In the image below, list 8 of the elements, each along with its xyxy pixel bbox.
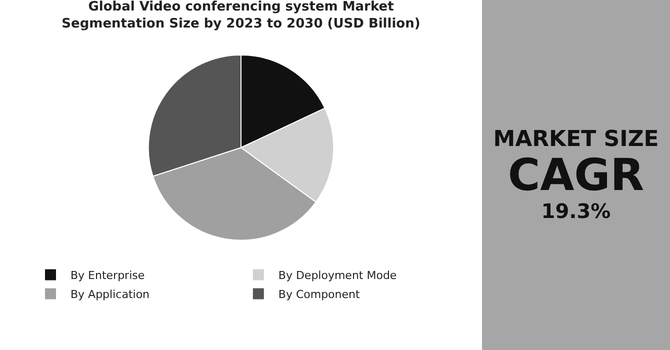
chart-title: Global Video conferencing system Market Segmentation Size by 2023 to 2030 (USD Billion)	[62, 0, 420, 32]
legend-label: By Component	[278, 288, 360, 301]
text: CAGR	[508, 150, 644, 201]
legend-label: By Application	[70, 288, 150, 301]
text: MARKET SIZE	[493, 126, 659, 152]
text: 19.3%	[541, 199, 611, 224]
legend-label: By Deployment Mode	[278, 268, 397, 282]
legend-label: By Enterprise	[70, 268, 145, 282]
